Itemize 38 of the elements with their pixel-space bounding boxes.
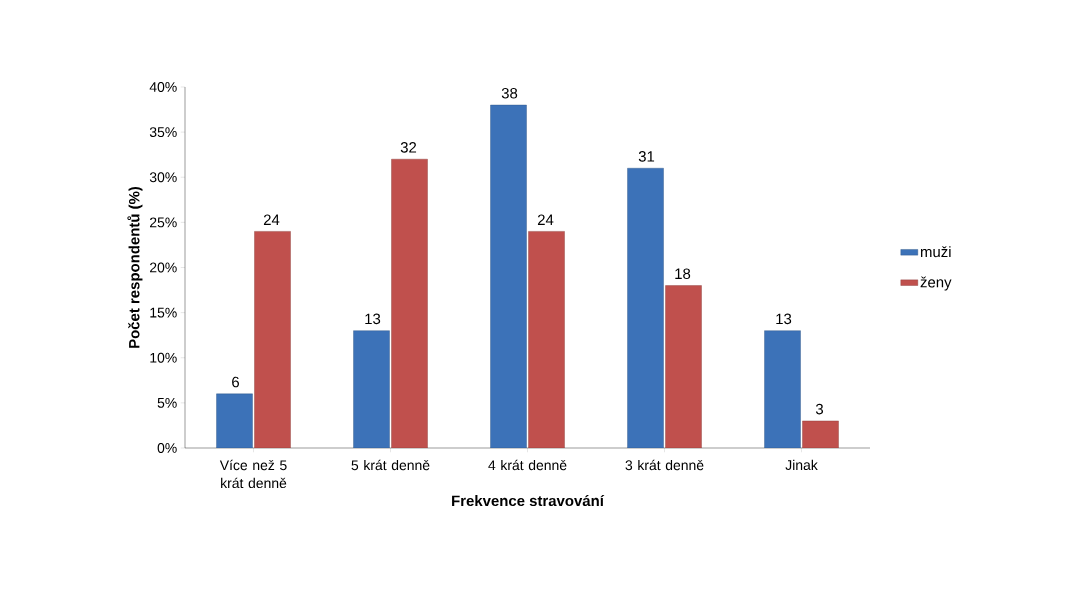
y-axis-title: Počet respondentů (%)	[127, 186, 143, 348]
bar	[764, 330, 801, 448]
x-tick-label: 3 krát denně	[625, 459, 704, 471]
bar	[353, 330, 390, 448]
bar	[665, 285, 702, 448]
x-axis-title: Frekvence stravování	[452, 494, 605, 507]
y-tick-label: 30%	[149, 172, 177, 183]
y-tick-label: 40%	[149, 82, 177, 92]
y-tick-label: 15%	[150, 307, 177, 318]
legend-label: muži	[920, 246, 951, 258]
bar	[391, 159, 428, 448]
data-label: 18	[675, 268, 691, 280]
data-label: 3	[815, 403, 824, 415]
data-label: 38	[501, 87, 518, 99]
x-tick-label: 5 krát denně	[351, 459, 430, 471]
y-tick-label: 25%	[150, 217, 177, 228]
data-label: 24	[263, 214, 280, 225]
x-tick-label: 4 krát denně	[488, 459, 567, 471]
x-tick-label: Více než 5 krát denně	[219, 459, 287, 489]
x-tick-label: Jinak	[785, 459, 818, 471]
y-tick-label: 20%	[150, 262, 177, 273]
bar	[627, 168, 664, 448]
legend-label: ženy	[920, 276, 952, 291]
y-tick-label: 35%	[149, 127, 177, 138]
y-tick-label: 0%	[157, 443, 177, 453]
y-tick-label: 5%	[157, 397, 177, 408]
bar	[254, 231, 291, 448]
bar	[216, 393, 253, 448]
y-tick-label: 10%	[150, 352, 177, 363]
data-label: 13	[365, 313, 381, 325]
bar	[528, 231, 565, 448]
bar	[802, 420, 839, 448]
data-label: 31	[638, 151, 655, 162]
bar	[490, 104, 527, 448]
data-label: 24	[537, 214, 554, 225]
data-label: 13	[776, 313, 792, 325]
data-label: 6	[232, 376, 239, 388]
data-label: 32	[400, 142, 417, 153]
